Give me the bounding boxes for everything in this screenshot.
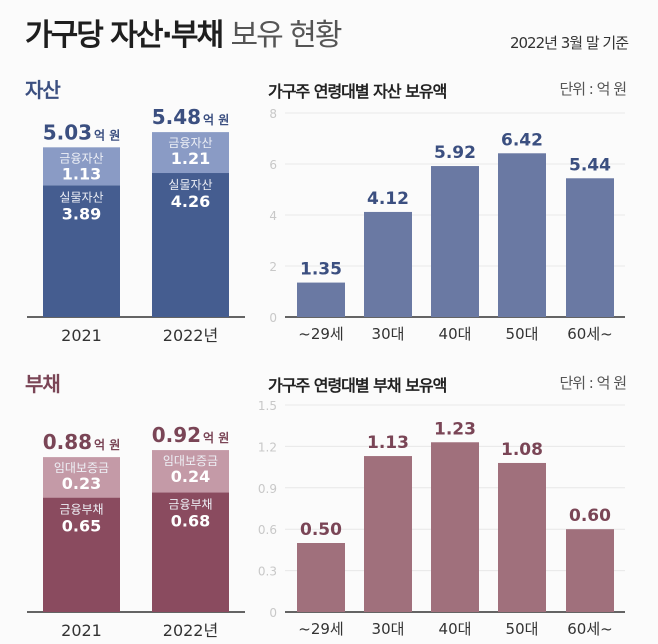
debt-age-category-label: 40대 xyxy=(439,620,472,638)
asset-stack-total-label: 5.48 억 원 xyxy=(152,105,230,129)
asset-age-ytick-label: 8 xyxy=(269,107,277,121)
asset-age-data-label: 4.12 xyxy=(367,189,409,209)
basis-date: 2022년 3월 말 기준 xyxy=(509,34,629,52)
asset-stack-total-label: 5.03 억 원 xyxy=(43,120,121,144)
asset-stack-value-label: 1.21 xyxy=(171,149,210,168)
debt-unit-label: 단위 : 억 원 xyxy=(559,374,627,392)
asset-stack-series-label: 금융자산 xyxy=(168,136,212,150)
debt-age-bar xyxy=(364,456,412,612)
debt-age-chart-title: 가구주 연령대별 부채 보유액 xyxy=(268,376,447,395)
debt-age-bar xyxy=(566,529,614,612)
asset-stack-bar-금융자산 xyxy=(152,132,229,174)
debt-stack-category-label: 2022년 xyxy=(163,621,218,640)
page-title: 가구당 자산·부채 보유 현황 xyxy=(25,10,343,54)
asset-age-data-label: 6.42 xyxy=(501,130,543,150)
debt-age-ytick-label: 0.6 xyxy=(258,523,277,537)
debt-age-ytick-label: 1.2 xyxy=(258,440,277,454)
asset-age-category-label: 50대 xyxy=(506,325,539,343)
asset-age-category-label: 30대 xyxy=(372,325,405,343)
debt-stack-category-label: 2021 xyxy=(61,621,102,640)
debt-age-ytick-label: 0.3 xyxy=(258,565,277,579)
asset-age-bar xyxy=(431,166,479,317)
asset-age-ytick-label: 0 xyxy=(269,311,277,325)
debt-age-data-label: 1.08 xyxy=(501,440,543,460)
asset-age-ytick-label: 4 xyxy=(269,209,277,223)
asset-stack-bar-실물자산 xyxy=(43,185,120,317)
asset-age-data-label: 1.35 xyxy=(300,260,342,280)
debt-stack-bar-임대보증금 xyxy=(152,450,229,493)
asset-stack-value-label: 4.26 xyxy=(171,192,210,211)
title-bold: 가구당 자산·부채 xyxy=(25,18,224,53)
asset-age-category-label: 60세~ xyxy=(567,325,612,343)
asset-stack-bar-실물자산 xyxy=(152,173,229,317)
debt-stack-value-label: 0.68 xyxy=(171,511,210,530)
asset-stack-bar-금융자산 xyxy=(43,147,120,186)
debt-stack-bar-임대보증금 xyxy=(43,457,120,498)
debt-age-ytick-label: 0 xyxy=(269,606,277,620)
debt-age-category-label: ~29세 xyxy=(298,620,343,638)
debt-stack-series-label: 임대보증금 xyxy=(54,461,109,475)
asset-age-data-label: 5.92 xyxy=(434,143,476,163)
asset-age-bar xyxy=(297,282,345,317)
debt-age-ytick-label: 0.9 xyxy=(258,482,277,496)
debt-stack-series-label: 금융부채 xyxy=(168,497,212,511)
asset-stack-series-label: 실물자산 xyxy=(168,178,212,192)
debt-stack-value-label: 0.24 xyxy=(171,467,210,486)
title-light: 보유 현황 xyxy=(230,18,343,53)
asset-unit-label: 단위 : 억 원 xyxy=(559,80,627,98)
debt-age-data-label: 1.13 xyxy=(367,433,409,453)
asset-age-bar xyxy=(498,153,546,317)
asset-stack-category-label: 2021 xyxy=(61,326,102,345)
debt-stack-total-label: 0.88 억 원 xyxy=(43,430,121,454)
asset-stack-series-label: 실물자산 xyxy=(59,191,103,205)
debt-age-ytick-label: 1.5 xyxy=(258,399,277,413)
asset-age-bar xyxy=(364,211,412,317)
asset-age-ytick-label: 6 xyxy=(269,158,277,172)
debt-stack-total-label: 0.92 억 원 xyxy=(152,423,230,447)
asset-age-category-label: 40대 xyxy=(439,325,472,343)
asset-stack-value-label: 3.89 xyxy=(62,205,101,224)
debt-age-category-label: 60세~ xyxy=(567,620,612,638)
debt-age-bar xyxy=(498,462,546,612)
asset-stack-category-label: 2022년 xyxy=(163,326,218,345)
debt-stack-series-label: 금융부채 xyxy=(59,503,103,517)
debt-stack-series-label: 임대보증금 xyxy=(163,454,218,468)
debt-stack-value-label: 0.65 xyxy=(62,517,101,536)
asset-age-chart-title: 가구주 연령대별 자산 보유액 xyxy=(268,82,447,101)
asset-age-data-label: 5.44 xyxy=(569,155,611,175)
asset-section-title: 자산 xyxy=(25,78,61,102)
asset-stack-value-label: 1.13 xyxy=(62,164,101,183)
debt-age-data-label: 0.50 xyxy=(300,520,342,540)
debt-stack-bar-금융부채 xyxy=(152,492,229,612)
asset-age-bar xyxy=(566,178,614,317)
debt-age-bar xyxy=(297,543,345,612)
asset-age-ytick-label: 2 xyxy=(269,260,277,274)
debt-age-bar xyxy=(431,442,479,612)
debt-stack-value-label: 0.23 xyxy=(62,474,101,493)
debt-section-title: 부채 xyxy=(25,372,61,396)
asset-age-category-label: ~29세 xyxy=(298,325,343,343)
debt-age-category-label: 50대 xyxy=(506,620,539,638)
asset-stack-series-label: 금융자산 xyxy=(59,151,103,165)
debt-age-category-label: 30대 xyxy=(372,620,405,638)
debt-age-data-label: 0.60 xyxy=(569,506,611,526)
debt-age-data-label: 1.23 xyxy=(434,419,476,439)
debt-stack-bar-금융부채 xyxy=(43,497,120,612)
